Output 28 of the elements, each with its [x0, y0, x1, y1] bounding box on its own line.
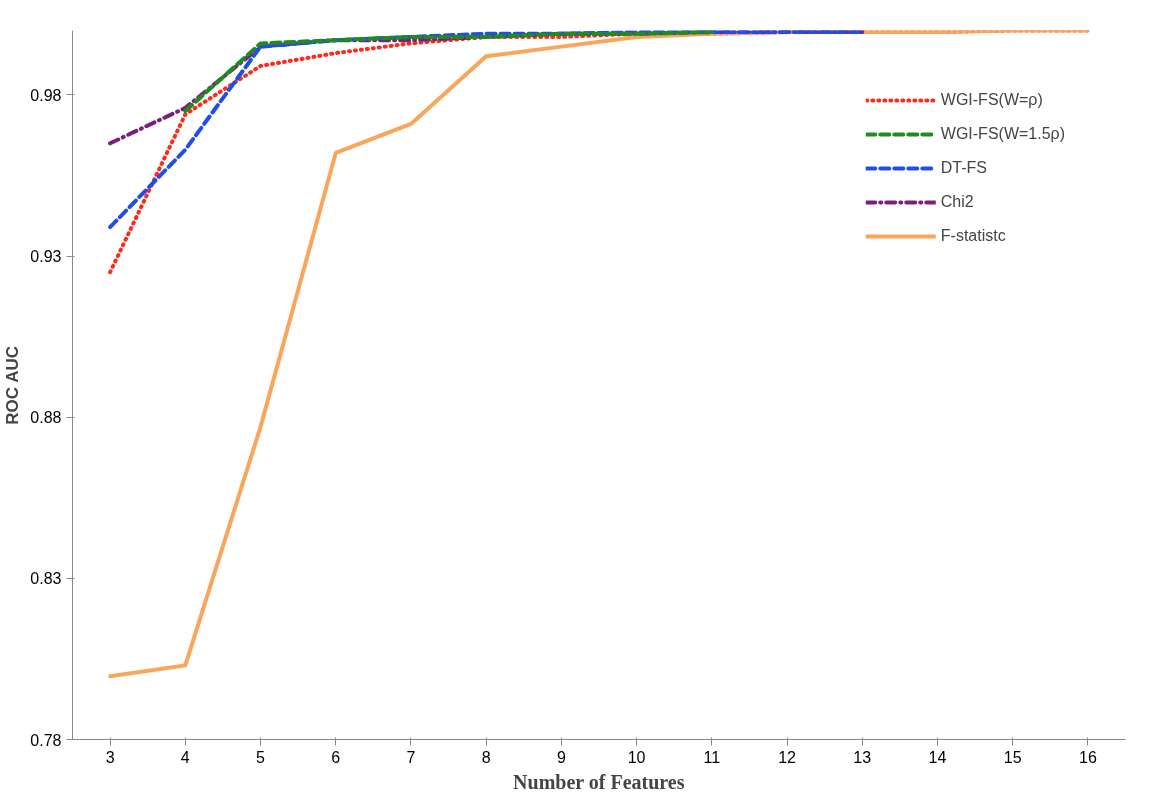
x-axis-title: Number of Features: [513, 770, 685, 793]
x-tick-label: 3: [105, 748, 115, 766]
y-tick-label: 0.78: [30, 731, 62, 749]
y-tick-label: 0.93: [30, 248, 62, 266]
y-axis-title: ROC AUC: [3, 345, 23, 425]
x-tick-label: 12: [778, 748, 797, 766]
y-tick-label: 0.88: [30, 409, 62, 427]
legend-label: Chi2: [940, 193, 974, 211]
x-tick-label: 11: [703, 748, 721, 766]
x-tick-label: 4: [180, 748, 190, 766]
x-tick-label: 5: [256, 748, 266, 766]
x-tick-label: 6: [331, 748, 341, 766]
legend-label: DT-FS: [940, 159, 987, 177]
legend-label: WGI-FS(W=1.5ρ): [940, 125, 1065, 143]
line-series: [108, 30, 865, 146]
x-tick-label: 13: [853, 748, 872, 766]
x-tick-label: 16: [1078, 748, 1097, 766]
x-tick-label: 8: [481, 748, 491, 766]
x-tick-label: 14: [928, 748, 947, 766]
y-tick-label: 0.98: [30, 86, 62, 104]
y-tick-label: 0.83: [30, 570, 62, 588]
x-tick-label: 15: [1003, 748, 1022, 766]
legend-label: WGI-FS(W=ρ): [940, 91, 1043, 109]
legend-label: F-statistc: [940, 227, 1006, 245]
x-tick-label: 9: [556, 748, 566, 766]
line-series: [183, 30, 714, 114]
x-tick-label: 10: [627, 748, 646, 766]
x-tick-label: 7: [406, 748, 416, 766]
